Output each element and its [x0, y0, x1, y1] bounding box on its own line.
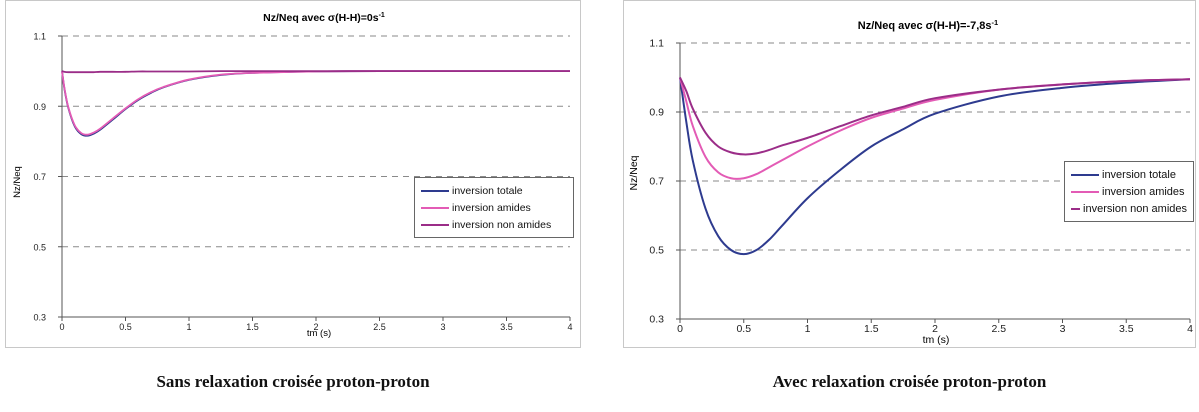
series-line-inversion-non-amides [679, 77, 1191, 156]
series-line-inversion-non-amides [61, 70, 570, 74]
caption-right: Avec relaxation croisée proton-proton [772, 372, 1047, 391]
legend-item: inversion non amides [1071, 200, 1187, 217]
x-tick-label: 1.5 [864, 323, 879, 335]
y-tick-label: 1.1 [649, 38, 664, 50]
chart-panel-left: Nz/Neq avec σ(H-H)=0s-1 tm (s) Nz/Neq 0.… [5, 0, 581, 348]
legend-item: inversion amides [1071, 183, 1187, 200]
y-tick-label: 0.3 [649, 314, 664, 326]
legend-label: inversion totale [1102, 168, 1176, 181]
x-tick-label: 2 [932, 323, 938, 335]
y-tick-label: 0.9 [33, 102, 46, 112]
x-tick-label: 2.5 [991, 323, 1006, 335]
y-axis-label: Nz/Neq [12, 166, 23, 198]
y-tick-label: 1.1 [33, 32, 46, 42]
legend-item: inversion totale [1071, 166, 1187, 183]
legend-item: inversion totale [421, 182, 567, 199]
x-tick-label: 3 [1060, 323, 1066, 335]
x-tick-label: 1 [805, 323, 811, 335]
y-tick-label: 0.9 [649, 107, 664, 119]
caption-left: Sans relaxation croisée proton-proton [156, 372, 430, 391]
x-tick-label: 3.5 [1119, 323, 1134, 335]
y-tick-label: 0.7 [649, 176, 664, 188]
x-tick-label: 1.5 [246, 322, 259, 332]
x-tick-label: 0 [59, 322, 64, 332]
chart-title: Nz/Neq avec σ(H-H)=-7,8s-1 [858, 18, 998, 32]
chart-panel-right: Nz/Neq avec σ(H-H)=-7,8s-1 tm (s) Nz/Neq… [623, 0, 1196, 348]
x-tick-label: 0 [677, 323, 683, 335]
legend-label: inversion non amides [452, 218, 552, 231]
legend-swatch [421, 189, 449, 192]
series-line-inversion-totale [679, 77, 1191, 256]
chart-left-svg: Nz/Neq avec σ(H-H)=0s-1 tm (s) Nz/Neq 0.… [12, 12, 573, 339]
legend-swatch [1071, 207, 1081, 210]
y-axis-label: Nz/Neq [628, 155, 640, 190]
legend-item: inversion amides [421, 199, 567, 216]
legend-swatch [1071, 173, 1099, 176]
x-tick-label: 2 [313, 322, 318, 332]
chart-legend: inversion totale inversion amides invers… [414, 177, 574, 238]
legend-label: inversion amides [1102, 185, 1185, 198]
y-tick-label: 0.5 [33, 242, 46, 252]
x-tick-label: 4 [1187, 323, 1193, 335]
chart-title: Nz/Neq avec σ(H-H)=0s-1 [263, 12, 385, 24]
chart-legend: inversion totale inversion amides invers… [1064, 161, 1194, 222]
x-tick-label: 1 [186, 322, 191, 332]
series-line-inversion-totale [61, 70, 570, 137]
legend-swatch [421, 206, 449, 209]
x-axis-label: tm (s) [923, 334, 950, 346]
legend-swatch [1071, 190, 1099, 193]
x-tick-label: 4 [567, 322, 572, 332]
y-tick-label: 0.5 [649, 245, 664, 257]
y-tick-label: 0.7 [33, 172, 46, 182]
legend-label: inversion non amides [1083, 202, 1187, 215]
legend-item: inversion non amides [421, 216, 567, 233]
x-tick-label: 0.5 [119, 322, 132, 332]
chart-right-svg: Nz/Neq avec σ(H-H)=-7,8s-1 tm (s) Nz/Neq… [628, 18, 1193, 346]
legend-label: inversion totale [452, 184, 523, 197]
legend-label: inversion amides [452, 201, 531, 214]
legend-swatch [421, 223, 449, 226]
y-tick-label: 0.3 [33, 313, 46, 323]
x-axis-label: tm (s) [307, 328, 331, 339]
x-tick-label: 0.5 [736, 323, 751, 335]
series-line-inversion-amides [61, 70, 570, 136]
x-tick-label: 2.5 [373, 322, 386, 332]
x-tick-label: 3.5 [500, 322, 513, 332]
x-tick-label: 3 [440, 322, 445, 332]
